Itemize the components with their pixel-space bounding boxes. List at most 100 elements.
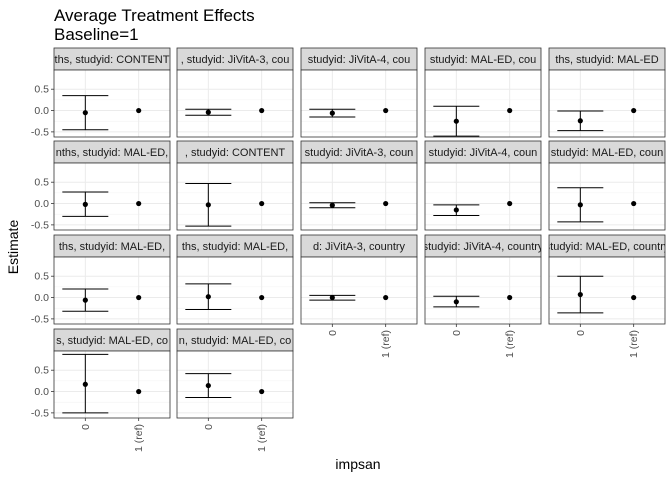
y-tick-label: -0.5 — [31, 219, 49, 231]
panel-background — [301, 163, 417, 230]
x-tick-label: 0 — [451, 330, 463, 336]
panel-background — [425, 70, 541, 137]
estimate-point — [329, 294, 335, 301]
x-tick-label: 1 (ref) — [256, 424, 268, 452]
panel-background — [549, 163, 665, 230]
estimate-point — [507, 200, 513, 207]
y-tick-label: 0.5 — [34, 365, 49, 377]
facet-panel: nths, studyid: MAL-ED, 0.5 0.0 -0.5 — [31, 140, 171, 231]
facet-panel: n, studyid: MAL-ED, co 0 1 (ref) — [176, 328, 294, 452]
estimate-point — [205, 202, 211, 208]
panel-background — [177, 70, 293, 137]
facet-strip-label: ths, studyid: MAL-ED — [555, 54, 658, 66]
estimate-point — [631, 107, 637, 114]
panel-border — [548, 256, 666, 325]
y-tick-label: 0.0 — [34, 198, 49, 210]
panel-background — [177, 351, 293, 418]
facet-strip-label: n, studyid: MAL-ED, co — [179, 335, 292, 347]
facet-strip-label: s, studyid: MAL-ED, co — [56, 335, 168, 347]
x-tick-label: 0 — [80, 424, 92, 430]
estimate-point — [453, 118, 459, 124]
panel-background — [54, 70, 170, 137]
y-tick-label: 0.0 — [34, 292, 49, 304]
facet-panel: studyid: JiVitA-3, coun — [300, 140, 418, 231]
panel-background — [425, 163, 541, 230]
estimate-point — [82, 381, 88, 387]
facet-strip-label: ths, studyid: CONTENT — [55, 54, 170, 66]
facet-panel: studyid: MAL-ED, country 0 1 (ref) — [545, 234, 670, 358]
estimate-point — [259, 388, 265, 395]
facet-panel: ths, studyid: MAL-ED, 0.5 0.0 -0.5 — [31, 234, 171, 325]
panel-border — [424, 162, 542, 231]
facet-panel: studyid: MAL-ED, coun — [548, 140, 666, 231]
panel-border — [176, 69, 294, 138]
panel-border — [300, 69, 418, 138]
estimate-point — [383, 200, 389, 207]
estimate-point — [577, 291, 583, 298]
estimate-point — [259, 200, 265, 207]
x-tick-label: 1 (ref) — [628, 330, 640, 358]
facet-strip-label: ths, studyid: MAL-ED, — [59, 241, 165, 253]
panel-border — [53, 256, 171, 325]
estimate-point — [453, 207, 459, 213]
facet-panel: studyid: JiVitA-4, country 0 1 (ref) — [423, 234, 544, 358]
estimate-point — [82, 297, 88, 303]
estimate-point — [259, 294, 265, 301]
facet-panel: , studyid: JiVitA-3, cou — [176, 47, 294, 138]
estimate-point — [205, 294, 211, 300]
panel-border — [300, 256, 418, 325]
panel-background — [425, 257, 541, 324]
panel-border — [176, 350, 294, 419]
estimate-point — [136, 107, 142, 114]
panel-background — [177, 163, 293, 230]
estimate-point — [82, 201, 88, 207]
facet-panel: ths, studyid: MAL-ED — [548, 47, 666, 138]
facet-strip-label: , studyid: CONTENT — [185, 147, 286, 159]
facet-panel: s, studyid: MAL-ED, co 0.5 0.0 -0.5 0 1 (ref) — [31, 328, 171, 452]
panel-background — [54, 257, 170, 324]
panel-background — [54, 351, 170, 418]
estimate-point — [205, 382, 211, 389]
chart-title: Average Treatment Effects — [54, 6, 255, 25]
panel-border — [424, 256, 542, 325]
y-tick-label: -0.5 — [31, 313, 49, 325]
estimate-point — [383, 107, 389, 114]
facet-strip-label: studyid: JiVitA-4, coun — [429, 147, 538, 159]
facet-strip-label: studyid: MAL-ED, coun — [551, 147, 664, 159]
facet-strip-label: studyid: JiVitA-4, cou — [308, 54, 411, 66]
estimate-point — [82, 110, 88, 116]
facet-panel: studyid: JiVitA-4, coun — [424, 140, 542, 231]
facet-panel: studyid: JiVitA-4, cou — [300, 47, 418, 138]
panel-background — [54, 163, 170, 230]
panel-border — [53, 69, 171, 138]
facet-strip-label: , studyid: JiVitA-3, cou — [181, 54, 290, 66]
estimate-point — [136, 200, 142, 207]
estimate-point — [453, 299, 459, 305]
facet-panel: ths, studyid: MAL-ED, — [176, 234, 294, 325]
facet-strip-label: studyid: JiVitA-4, country — [423, 241, 544, 253]
facet-strip-label: studyid: MAL-ED, country — [545, 241, 670, 253]
estimate-point — [507, 107, 513, 114]
panel-background — [549, 257, 665, 324]
x-tick-label: 0 — [327, 330, 339, 336]
chart-subtitle: Baseline=1 — [54, 25, 139, 44]
facet-panels: ths, studyid: CONTENT 0.5 0.0 -0.5 , studyid… — [31, 47, 670, 452]
estimate-point — [329, 110, 335, 116]
panel-border — [53, 162, 171, 231]
y-tick-label: -0.5 — [31, 407, 49, 419]
x-tick-label: 0 — [575, 330, 587, 336]
panel-background — [301, 70, 417, 137]
x-tick-label: 1 (ref) — [504, 330, 516, 358]
y-tick-label: 0.0 — [34, 386, 49, 398]
facet-panel: ths, studyid: CONTENT 0.5 0.0 -0.5 — [31, 47, 171, 138]
x-tick-label: 1 (ref) — [380, 330, 392, 358]
panel-border — [53, 350, 171, 419]
facet-strip-label: nths, studyid: MAL-ED, — [56, 147, 169, 159]
panel-border — [300, 162, 418, 231]
panel-border — [176, 256, 294, 325]
facet-strip-label: studyid: MAL-ED, cou — [430, 54, 536, 66]
facet-strip-label: studyid: JiVitA-3, coun — [305, 147, 414, 159]
estimate-point — [259, 107, 265, 114]
estimate-point — [577, 118, 583, 124]
